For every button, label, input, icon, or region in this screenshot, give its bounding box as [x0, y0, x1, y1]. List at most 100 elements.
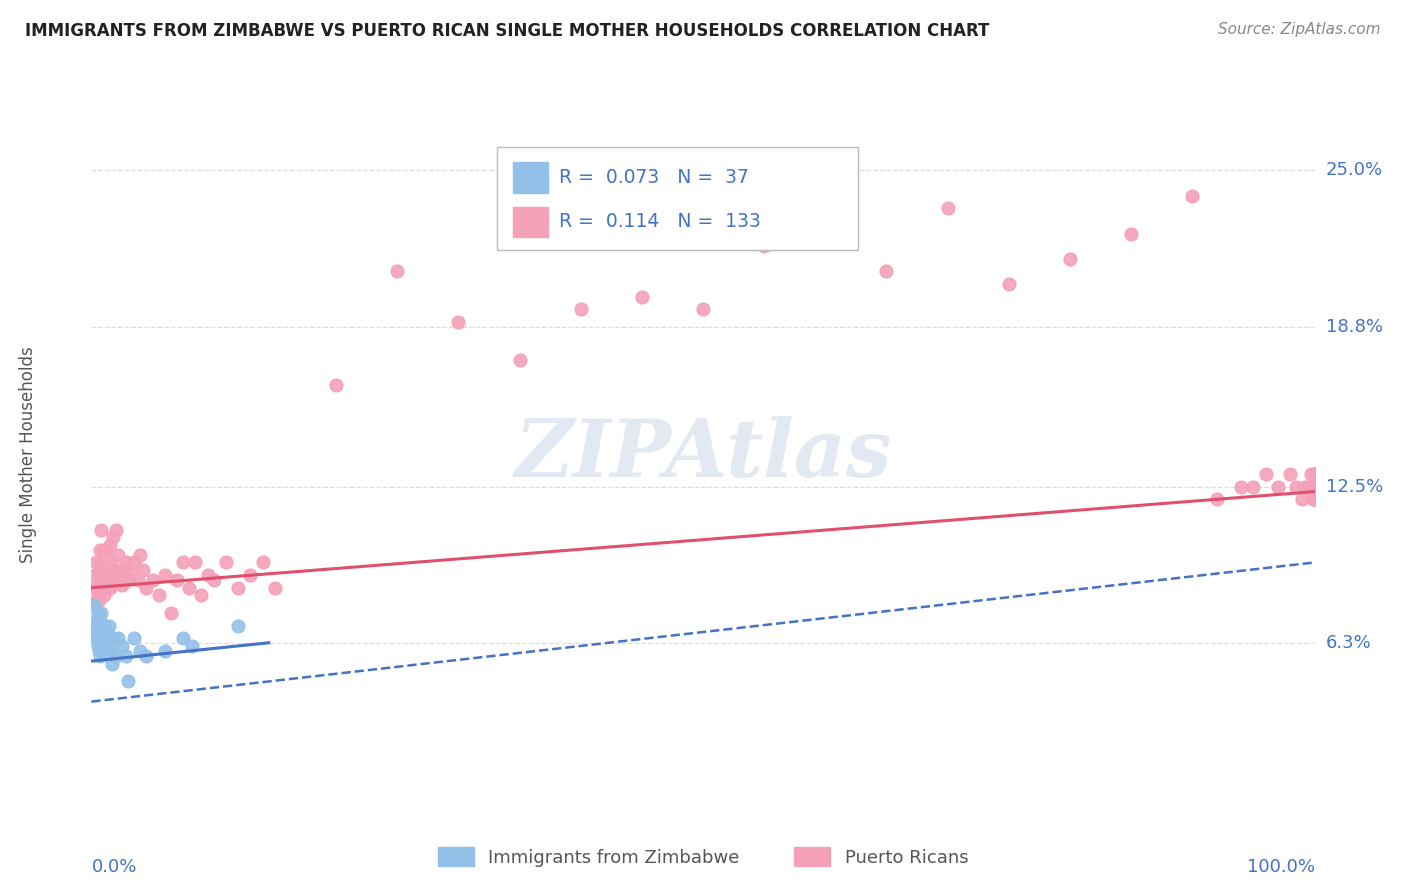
- Point: [252, 556, 274, 570]
- Point: [1121, 227, 1143, 241]
- Point: [1303, 479, 1326, 493]
- Point: [1291, 492, 1313, 507]
- Point: [1303, 479, 1326, 493]
- Text: R =  0.073   N =  37: R = 0.073 N = 37: [558, 168, 748, 186]
- Point: [1303, 479, 1326, 493]
- Point: [202, 573, 225, 587]
- Point: [814, 176, 837, 190]
- Point: [86, 624, 108, 638]
- Point: [1303, 467, 1326, 481]
- Point: [1303, 479, 1326, 493]
- Point: [153, 568, 176, 582]
- Point: [104, 523, 127, 537]
- Point: [1303, 479, 1326, 493]
- Point: [129, 548, 152, 562]
- Point: [86, 639, 108, 653]
- Point: [103, 632, 125, 646]
- Text: Single Mother Households: Single Mother Households: [18, 347, 37, 563]
- Point: [1303, 479, 1326, 493]
- Bar: [513, 162, 548, 193]
- Text: 25.0%: 25.0%: [1326, 161, 1384, 179]
- Point: [1243, 479, 1265, 493]
- Point: [1298, 479, 1320, 493]
- Point: [94, 568, 117, 582]
- Point: [1303, 479, 1326, 493]
- Point: [1303, 492, 1326, 507]
- Point: [93, 632, 115, 646]
- Point: [91, 632, 114, 646]
- Point: [1301, 479, 1323, 493]
- Point: [1279, 467, 1302, 481]
- Point: [89, 614, 111, 628]
- Point: [1303, 479, 1326, 493]
- Point: [1303, 479, 1326, 493]
- Point: [1303, 479, 1326, 493]
- Point: [1303, 467, 1326, 481]
- Point: [215, 556, 238, 570]
- Point: [103, 563, 125, 577]
- Point: [1267, 479, 1289, 493]
- Text: R =  0.114   N =  133: R = 0.114 N = 133: [558, 212, 761, 231]
- Point: [1303, 492, 1326, 507]
- Point: [84, 593, 107, 607]
- Point: [509, 353, 531, 368]
- Point: [754, 239, 776, 253]
- Text: 18.8%: 18.8%: [1326, 318, 1382, 336]
- Point: [1303, 467, 1326, 481]
- Point: [166, 573, 188, 587]
- Point: [89, 581, 111, 595]
- Point: [90, 606, 112, 620]
- Point: [1302, 492, 1324, 507]
- Point: [1303, 467, 1326, 481]
- Point: [101, 657, 124, 671]
- Point: [1303, 492, 1326, 507]
- Point: [89, 648, 111, 663]
- Point: [1303, 492, 1326, 507]
- Point: [1303, 467, 1326, 481]
- Point: [90, 624, 112, 638]
- Point: [1303, 467, 1326, 481]
- Point: [1303, 479, 1326, 493]
- Point: [108, 563, 131, 577]
- Point: [101, 578, 124, 592]
- Point: [94, 624, 117, 638]
- Point: [1303, 479, 1326, 493]
- Point: [239, 568, 262, 582]
- Point: [1303, 467, 1326, 481]
- Point: [96, 639, 118, 653]
- Point: [1303, 492, 1326, 507]
- Point: [86, 581, 108, 595]
- Point: [84, 581, 107, 595]
- Point: [100, 644, 122, 658]
- Point: [93, 542, 115, 557]
- Point: [105, 568, 128, 582]
- Point: [114, 556, 136, 570]
- Point: [180, 639, 202, 653]
- Point: [179, 581, 201, 595]
- Point: [190, 588, 212, 602]
- Point: [98, 538, 121, 552]
- Text: 100.0%: 100.0%: [1247, 858, 1315, 877]
- Point: [1303, 479, 1326, 493]
- Point: [114, 648, 136, 663]
- Point: [1303, 479, 1326, 493]
- FancyBboxPatch shape: [498, 146, 858, 250]
- Point: [172, 556, 194, 570]
- Point: [93, 588, 115, 602]
- Point: [87, 632, 110, 646]
- Point: [1303, 467, 1326, 481]
- Point: [325, 378, 347, 392]
- Point: [1230, 479, 1253, 493]
- Point: [936, 201, 959, 215]
- Point: [122, 556, 145, 570]
- Point: [1303, 467, 1326, 481]
- Text: ZIPAtlas: ZIPAtlas: [515, 417, 891, 493]
- Point: [103, 530, 125, 544]
- Point: [1303, 479, 1326, 493]
- Point: [1303, 492, 1326, 507]
- Point: [569, 302, 592, 317]
- Point: [89, 542, 111, 557]
- Point: [226, 618, 249, 632]
- Point: [1303, 479, 1326, 493]
- Point: [148, 588, 170, 602]
